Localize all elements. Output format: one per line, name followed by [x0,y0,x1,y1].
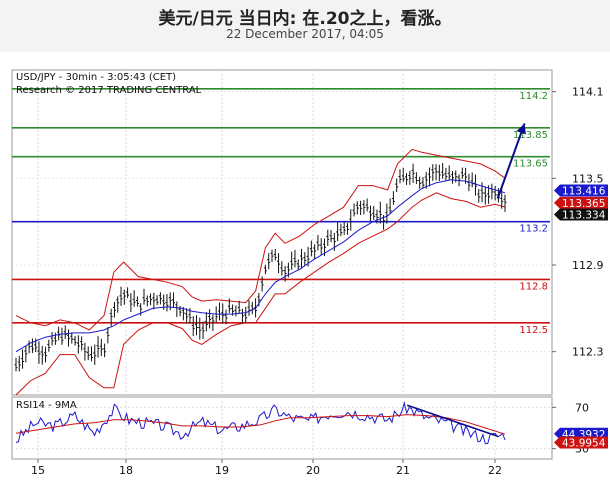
rsi-panel-title: RSI14 - 9MA [16,400,77,411]
rsi-lines [15,401,506,445]
rsi-grid [12,397,552,459]
rsi-ma-line [15,414,506,435]
price-projection [496,123,526,199]
x-axis: 15 18 19 20 21 22 [31,459,502,477]
chart-header: 美元/日元 当日内: 在.20之上，看涨。 22 December 2017, … [0,0,610,52]
level-label: 114.2 [519,91,548,102]
level-label: 112.5 [519,325,548,336]
price-tag-box [554,196,608,209]
projection-arrow-line [496,123,526,199]
rsi-tag-label: 43.9954 [562,437,606,449]
x-axis-label: 21 [396,464,410,477]
rsi-line [15,401,506,445]
rsi-axis-label: 70 [575,401,589,414]
price-panel-credit: Research © 2017 TRADING CENTRAL [16,85,202,96]
moving-average-line [15,179,506,353]
chart-title: 美元/日元 当日内: 在.20之上，看涨。 [158,9,452,29]
price-axis-label: 114.1 [572,86,604,99]
rsi-tag-box [554,436,608,449]
level-label: 113.65 [513,159,548,170]
price-panel-frame [11,69,553,396]
price-bands [15,148,506,396]
rsi-panel-frame [11,396,553,460]
x-axis-label: 20 [306,464,320,477]
x-axis-label: 22 [488,464,502,477]
price-axis-label: 112.9 [572,259,604,272]
price-tag-label: 113.334 [562,209,606,221]
x-axis-label: 19 [215,464,229,477]
level-label: 113.2 [519,224,548,235]
x-axis-label: 18 [119,464,133,477]
rsi-trendline [406,404,498,438]
price-tag-box [554,184,608,197]
price-levels: 114.2 113.85 113.65 113.2 112.8 112.5 [12,87,550,336]
bollinger-lower-line [15,192,506,396]
price-ma [15,179,506,353]
level-label: 113.85 [513,130,548,141]
price-tag-label: 113.416 [562,185,606,197]
price-axis-label: 112.3 [572,346,604,359]
projection-arrow-head [516,123,526,135]
price-panel-title: USD/JPY - 30min - 3:05:43 (CET) [16,72,176,83]
price-tag-box [554,208,608,221]
price-candles [14,163,507,372]
price-axis: 114.1 113.5 112.9 112.3 [552,86,604,359]
price-tag-label: 113.365 [562,198,605,210]
price-axis-label: 113.5 [572,172,604,185]
x-axis-label: 15 [31,464,45,477]
level-label: 112.8 [519,281,548,292]
chart-date: 22 December 2017, 04:05 [226,27,384,41]
bollinger-upper-line [15,148,506,331]
